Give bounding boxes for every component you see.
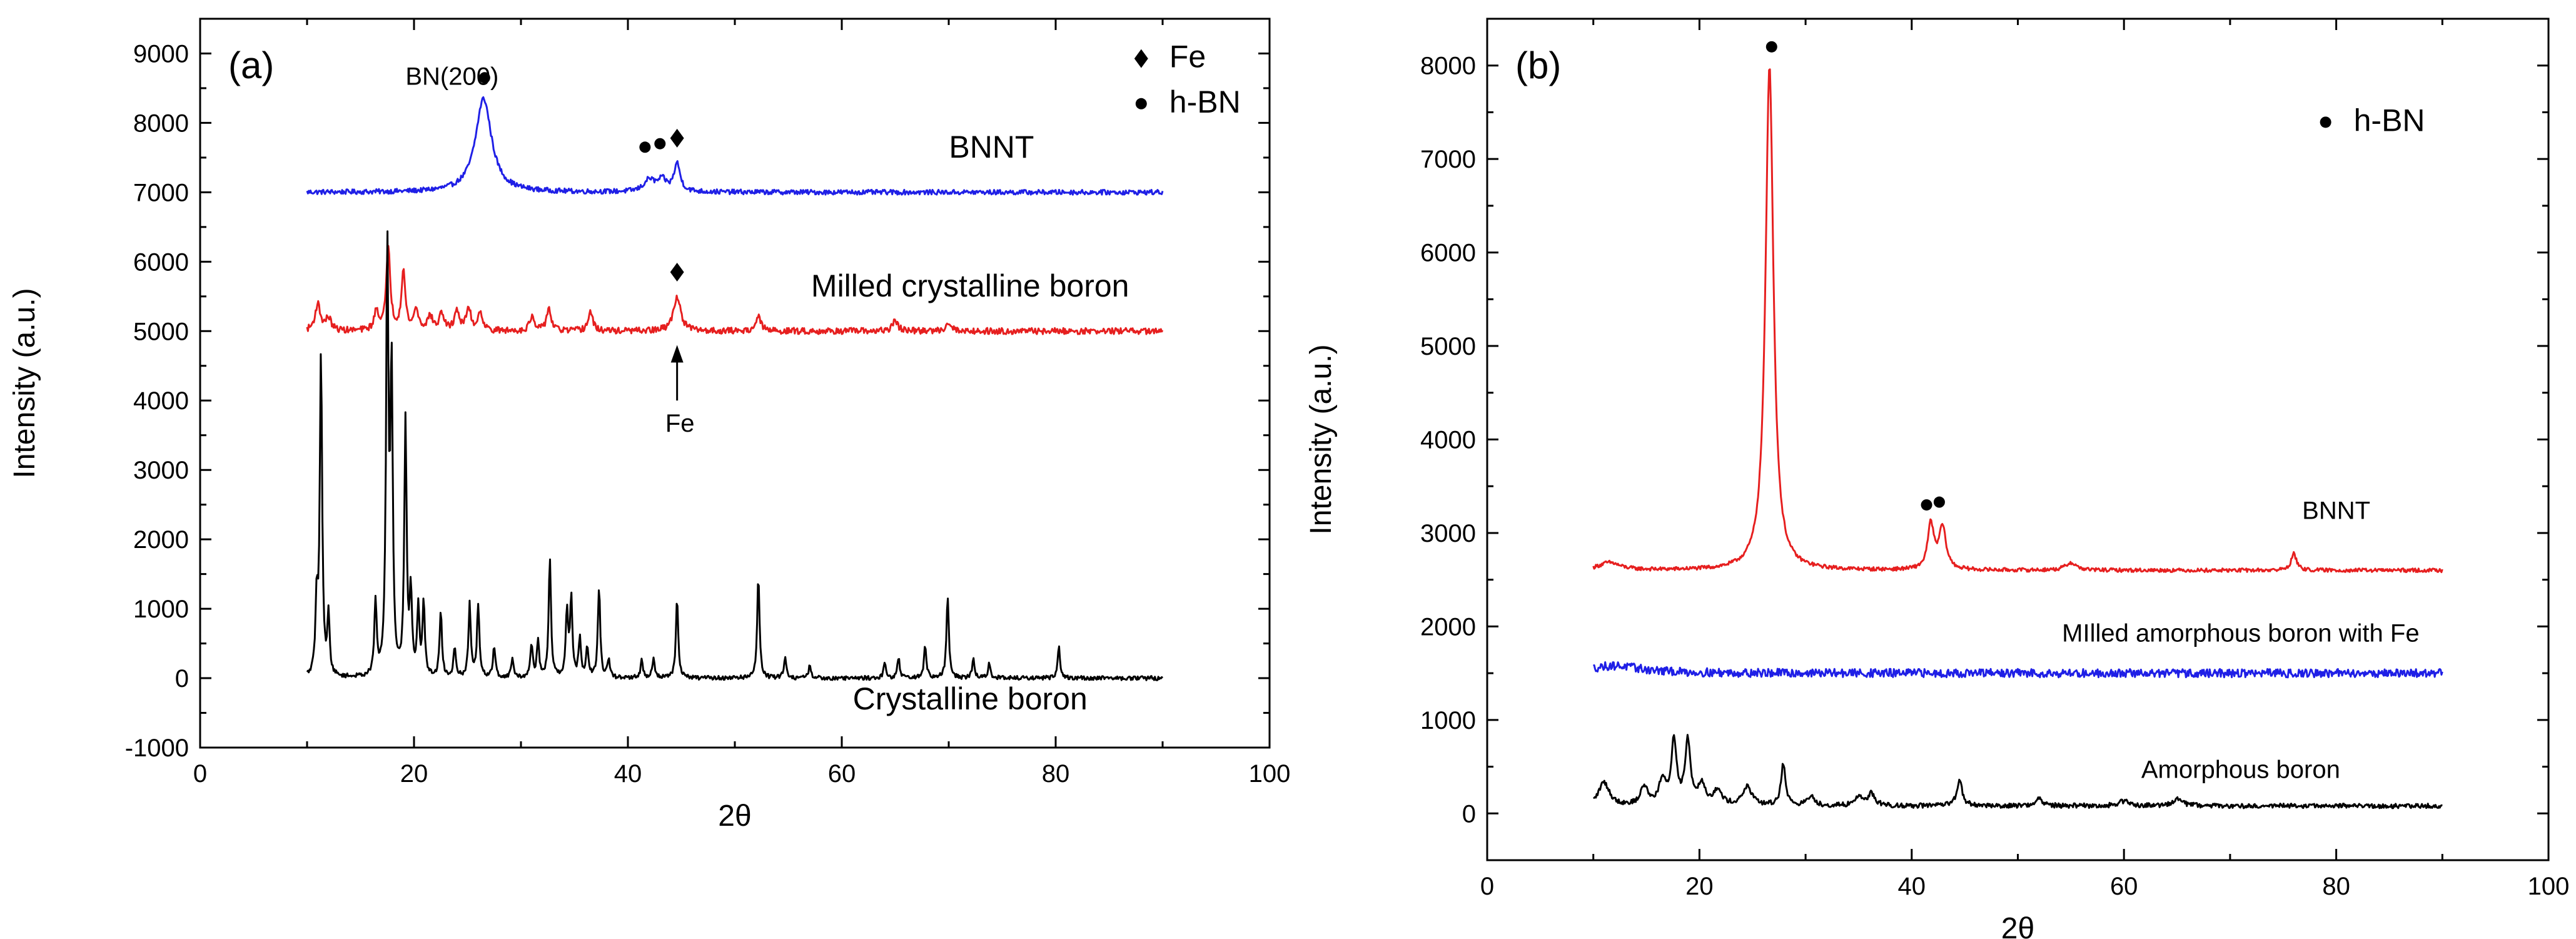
h-bn-peak-marker (654, 138, 666, 150)
series-line-milled-crystalline-boron (306, 245, 1164, 335)
series-label: BNNT (2302, 497, 2370, 525)
x-tick-label: 100 (2528, 873, 2570, 900)
legend-label: Fe (1169, 39, 1206, 74)
y-tick-label: 2000 (133, 526, 189, 554)
y-tick-label: 0 (1462, 800, 1476, 828)
h-bn-peak-marker (639, 141, 651, 153)
h-bn-peak-marker (1933, 496, 1945, 508)
y-tick-label: 4000 (1420, 427, 1476, 454)
y-tick-label: 1000 (133, 596, 189, 623)
legend-circle-icon (2320, 116, 2331, 128)
plot-frame (1486, 18, 2550, 861)
y-tick-label: 7000 (1420, 146, 1476, 173)
x-tick-label: 40 (614, 760, 642, 788)
panel-label: (b) (1515, 44, 1561, 86)
y-tick-label: 1000 (1420, 707, 1476, 734)
x-tick-label: 20 (1685, 873, 1714, 900)
y-tick-label: 8000 (133, 109, 189, 137)
y-tick-label: 5000 (1420, 333, 1476, 360)
annotation-label: Fe (665, 410, 695, 437)
x-tick-label: 80 (2322, 873, 2350, 900)
legend-label: h-BN (2354, 103, 2425, 138)
legend-diamond-icon (1134, 49, 1148, 68)
series-line-amorphous-boron (1593, 734, 2443, 810)
x-tick-label: 40 (1898, 873, 1926, 900)
chart-panel-a: 0 20 40 60 80 100-100001000200030004000500060… (8, 18, 1291, 833)
x-tick-label: 60 (828, 760, 856, 788)
x-tick-label: 20 (400, 760, 428, 788)
y-tick-label: 6000 (133, 248, 189, 276)
y-tick-label: 3000 (133, 457, 189, 484)
h-bn-peak-marker (478, 72, 490, 84)
y-tick-label: 4000 (133, 387, 189, 415)
y-tick-label: 9000 (133, 40, 189, 68)
y-axis-label: Intensity (a.u.) (1305, 344, 1338, 534)
x-tick-label: 80 (1042, 760, 1070, 788)
x-axis-label: 2θ (2001, 912, 2034, 939)
y-tick-label: 7000 (133, 179, 189, 206)
series-line-bnnt (306, 96, 1164, 196)
legend-label: h-BN (1169, 84, 1241, 119)
series-label: MIlled amorphous boron with Fe (2062, 619, 2419, 647)
fe-peak-marker (670, 128, 684, 148)
y-tick-label: -1000 (125, 734, 189, 762)
y-tick-label: 0 (175, 665, 189, 693)
y-axis-label: Intensity (a.u.) (8, 288, 41, 478)
x-tick-label: 0 (1480, 873, 1494, 900)
x-axis-label: 2θ (718, 799, 751, 833)
y-tick-label: 5000 (133, 318, 189, 345)
h-bn-peak-marker (1921, 499, 1932, 511)
series-label: Milled crystalline boron (811, 268, 1129, 303)
legend-circle-icon (1135, 98, 1147, 109)
series-label: Crystalline boron (853, 681, 1088, 716)
fe-peak-marker (670, 262, 684, 282)
x-tick-label: 100 (1249, 760, 1291, 788)
y-tick-label: 3000 (1420, 520, 1476, 547)
y-tick-label: 2000 (1420, 613, 1476, 641)
h-bn-peak-marker (1765, 41, 1777, 53)
panel-label: (a) (228, 44, 274, 86)
series-line-crystalline-boron (306, 230, 1164, 681)
y-tick-label: 8000 (1420, 53, 1476, 80)
y-tick-label: 6000 (1420, 240, 1476, 267)
series-label: BNNT (949, 129, 1034, 165)
plot-frame (199, 18, 1271, 749)
x-tick-label: 0 (193, 760, 207, 788)
x-tick-label: 60 (2110, 873, 2138, 900)
fe-arrow-head (670, 345, 684, 363)
series-line-milled-amorphous-boron-with-fe (1592, 661, 2443, 679)
series-label: Amorphous boron (2141, 756, 2340, 783)
series-line-bnnt (1592, 68, 2443, 574)
chart-panel-b: 0 20 40 60 80 1000100020003000400050006000700… (1305, 18, 2570, 939)
